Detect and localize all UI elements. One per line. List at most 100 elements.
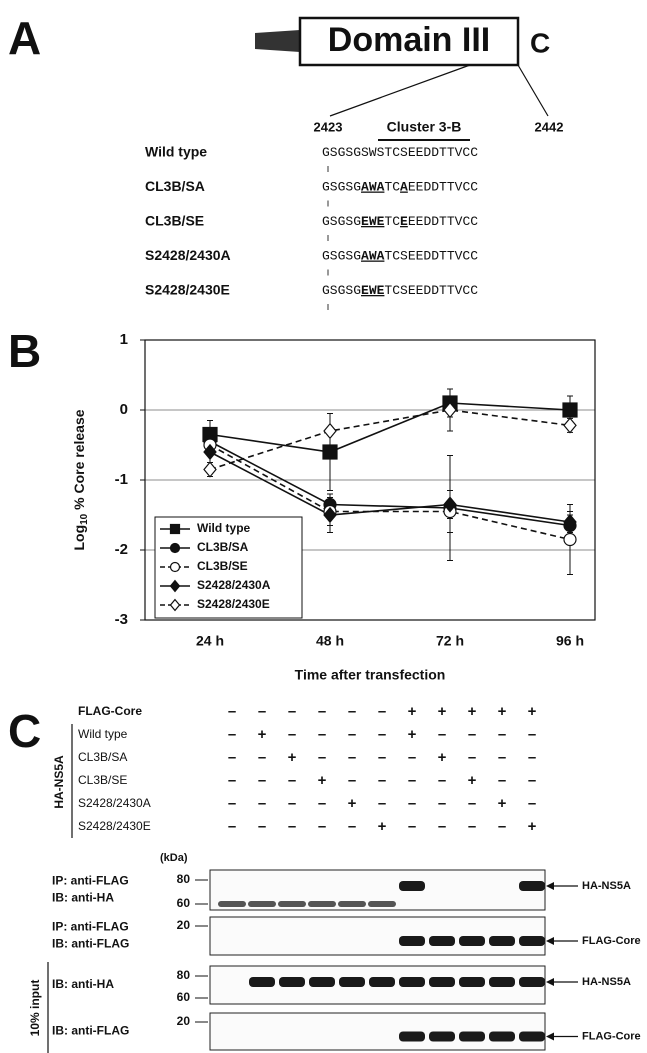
band [309, 977, 335, 987]
residue-start: 2423 [314, 119, 343, 134]
band [489, 977, 515, 987]
kda-label: (kDa) [160, 852, 188, 864]
variant-name: S2428/2430A [145, 247, 231, 263]
condition-mark: – [228, 749, 236, 766]
band [519, 936, 545, 946]
condition-mark: – [528, 795, 536, 812]
sequence-segment: AWA [361, 249, 385, 264]
mw-marker: 20 [177, 1014, 191, 1028]
band [399, 1031, 425, 1042]
condition-mark: + [468, 772, 477, 789]
condition-mark: – [408, 772, 416, 789]
condition-name: S2428/2430E [78, 819, 151, 833]
band [279, 977, 305, 987]
target-label: HA-NS5A [582, 880, 631, 892]
condition-mark: – [468, 795, 476, 812]
background-band [308, 901, 336, 907]
sequence-segment: GSGSGSWSTCSEEDDTTVCC [322, 145, 478, 160]
condition-mark: – [258, 703, 266, 720]
arrowhead [546, 937, 554, 945]
condition-mark: + [438, 749, 447, 766]
condition-mark: – [498, 749, 506, 766]
condition-mark: – [378, 772, 386, 789]
variant-name: Wild type [145, 144, 207, 160]
condition-mark: – [438, 772, 446, 789]
condition-mark: – [408, 795, 416, 812]
point [563, 532, 577, 547]
x-axis-label: Time after transfection [295, 667, 446, 683]
sequence: GSGSGEWETCSEEDDTTVCC [322, 283, 478, 298]
blot-frame [209, 916, 546, 956]
arrowhead [546, 978, 554, 986]
condition-mark: – [318, 795, 326, 812]
zoom-line [517, 64, 549, 117]
x-tick-label: 72 h [436, 633, 464, 649]
y-tick-label: -1 [115, 471, 128, 488]
condition-mark: + [408, 726, 417, 743]
mw-marker: 80 [177, 968, 191, 982]
condition-mark: – [228, 772, 236, 789]
condition-mark: – [348, 703, 356, 720]
condition-mark: – [228, 818, 236, 835]
condition-mark: – [288, 818, 296, 835]
condition-mark: – [408, 749, 416, 766]
blot-label: IB: anti-HA [52, 891, 114, 905]
band [429, 1031, 455, 1042]
sequence: GSGSGAWATCSEEDDTTVCC [322, 249, 478, 264]
terminus-label: C [530, 27, 550, 58]
sequence-segment: TCSEEDDTTVCC [384, 249, 478, 264]
condition-mark: – [318, 703, 326, 720]
legend-label: S2428/2430E [197, 597, 270, 611]
sequence-segment: GSGSG [322, 249, 361, 264]
point [323, 506, 337, 524]
condition-mark: – [228, 703, 236, 720]
y-tick-label: 0 [120, 401, 128, 418]
condition-mark: – [258, 772, 266, 789]
legend-label: CL3B/SA [197, 540, 249, 554]
band [489, 936, 515, 946]
condition-mark: – [498, 726, 506, 743]
condition-name: Wild type [78, 727, 128, 741]
condition-mark: – [288, 795, 296, 812]
background-band [248, 901, 276, 907]
panel-label: C [8, 705, 41, 757]
input-label: 10% input [28, 980, 42, 1037]
band [459, 977, 485, 987]
point [169, 579, 181, 593]
band [429, 977, 455, 987]
condition-name: CL3B/SE [78, 773, 127, 787]
sequence: GSGSGSWSTCSEEDDTTVCC [322, 145, 478, 160]
arrowhead [546, 882, 554, 890]
sequence-segment: EWE [361, 283, 385, 298]
x-tick-label: 24 h [196, 633, 224, 649]
variant-name: CL3B/SE [145, 213, 204, 229]
point [322, 444, 338, 460]
sequence-segment: EEDDTTVCC [408, 214, 478, 229]
group-label: HA-NS5A [52, 755, 66, 809]
condition-mark: + [528, 818, 537, 835]
y-tick-label: -2 [115, 541, 128, 558]
point [169, 542, 181, 554]
condition-mark: + [258, 726, 267, 743]
target-label: FLAG-Core [582, 935, 641, 947]
blot-frame [209, 1012, 546, 1051]
sequence: GSGSGEWETCEEEDDTTVCC [322, 214, 478, 229]
condition-mark: – [318, 818, 326, 835]
mw-marker: 60 [177, 896, 191, 910]
condition-mark: – [528, 772, 536, 789]
condition-mark: – [288, 726, 296, 743]
band [519, 881, 545, 891]
sequence-segment: EEDDTTVCC [408, 180, 478, 195]
band [489, 1031, 515, 1042]
zoom-line [329, 64, 471, 117]
band [519, 1031, 545, 1042]
y-label-rest: % Core release [71, 409, 87, 513]
panel-label: A [8, 12, 41, 64]
sequence-segment: GSGSG [322, 283, 361, 298]
condition-mark: – [348, 726, 356, 743]
band [339, 977, 365, 987]
condition-mark: + [468, 703, 477, 720]
series-line [209, 402, 571, 453]
series-line [209, 451, 571, 523]
background-band [368, 901, 396, 907]
